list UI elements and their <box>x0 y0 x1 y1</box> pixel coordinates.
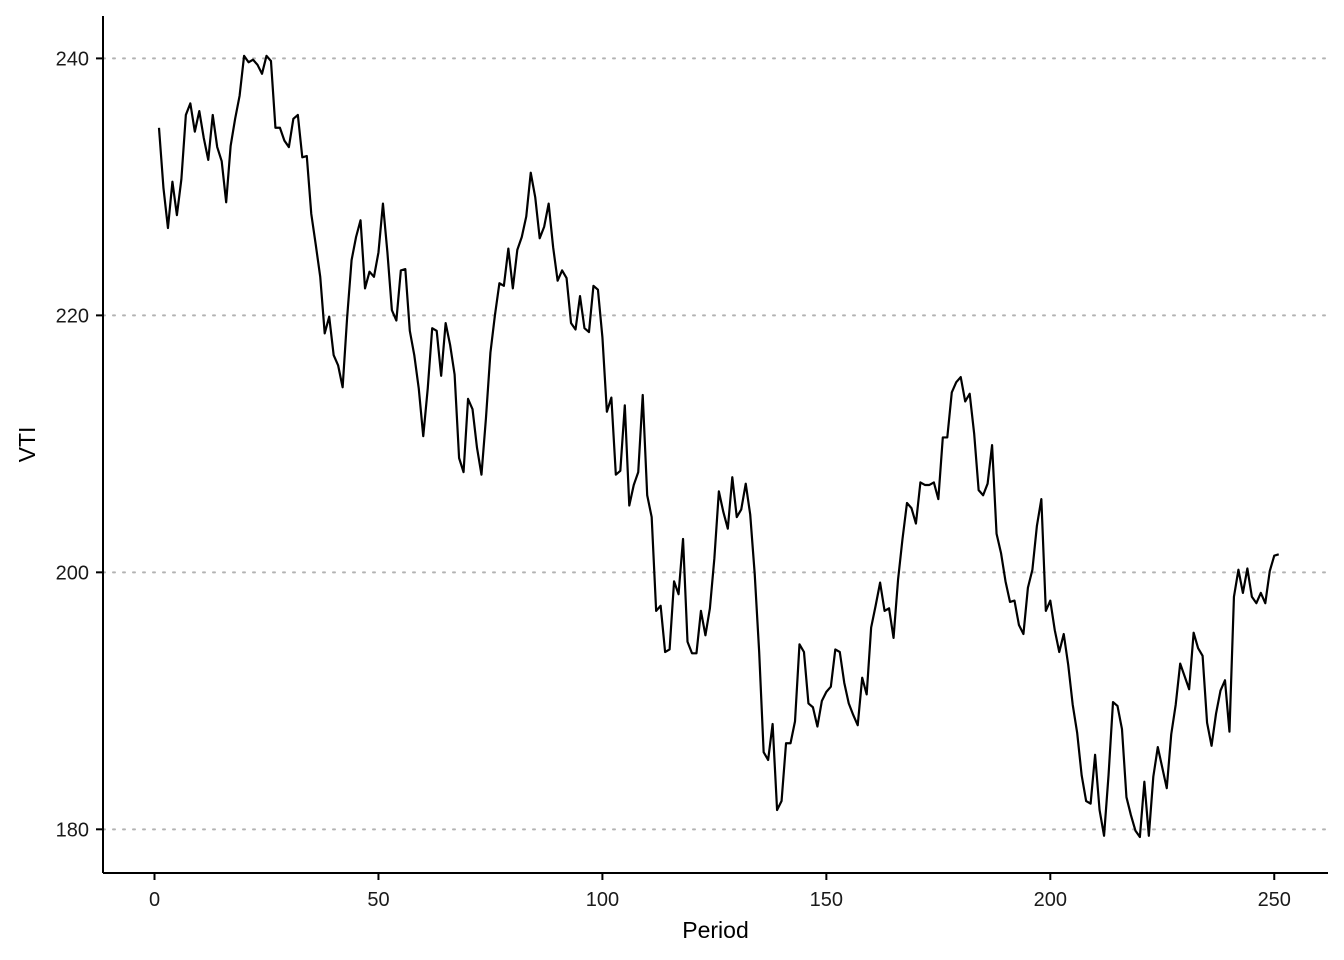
x-tick-label: 100 <box>586 889 619 911</box>
y-tick-label: 200 <box>56 562 89 584</box>
series-line-vti <box>157 54 1280 839</box>
x-tick-label: 0 <box>149 889 160 911</box>
y-tick-label: 220 <box>56 305 89 327</box>
gridlines <box>102 57 1329 831</box>
y-tick-label: 240 <box>56 48 89 70</box>
y-axis-ticks: 180 200 220 240 <box>56 48 103 841</box>
y-axis-title: VTI <box>14 427 40 463</box>
x-axis-ticks: 0 50 100 150 200 250 <box>149 873 1291 911</box>
y-tick-label: 180 <box>56 819 89 841</box>
x-tick-label: 50 <box>367 889 389 911</box>
series-layer <box>157 54 1280 839</box>
axes <box>102 16 1328 874</box>
x-tick-label: 250 <box>1258 889 1291 911</box>
x-tick-label: 200 <box>1034 889 1067 911</box>
x-tick-label: 150 <box>810 889 843 911</box>
x-axis-title: Period <box>682 917 748 943</box>
